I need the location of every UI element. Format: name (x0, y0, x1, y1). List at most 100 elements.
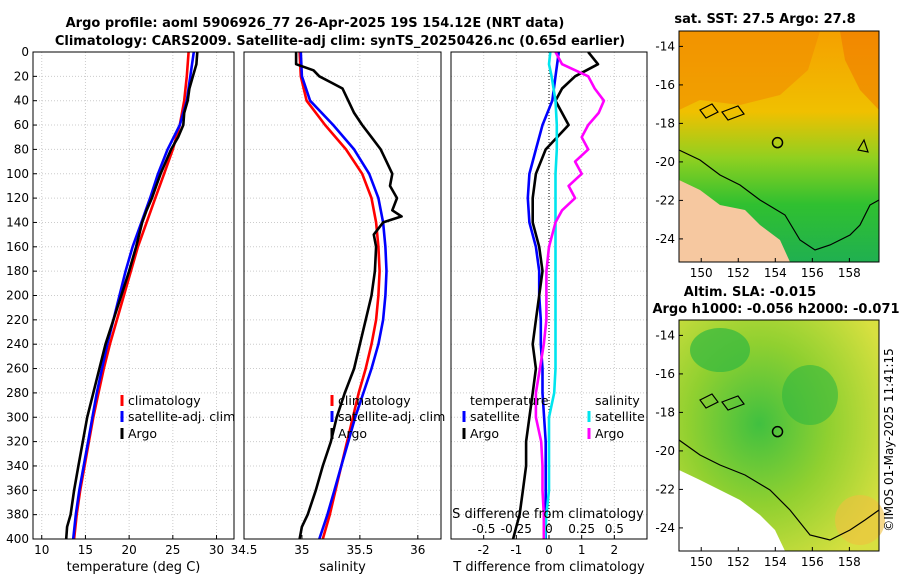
x-tick-label: 35.5 (347, 543, 374, 557)
sst-reef-east (857, 138, 869, 153)
x-axis-label: T difference from climatology (452, 560, 645, 575)
map-lon-label: 158 (838, 555, 861, 569)
y-tick-label: 120 (6, 191, 29, 205)
x-axis-label: salinity (319, 560, 366, 575)
s-diff-tick-label: 0 (545, 522, 553, 536)
y-tick-label: 200 (6, 289, 29, 303)
x-tick-label: 25 (165, 543, 180, 557)
y-tick-label: 40 (14, 94, 29, 108)
y-tick-label: 100 (6, 167, 29, 181)
y-tick-label: 260 (6, 362, 29, 376)
difference-panel: -2 -1 0 1 2 T difference from climatology (450, 51, 648, 575)
legend-label-climatology: climatology (338, 393, 411, 408)
map-lon-label: 156 (801, 555, 824, 569)
legend-label-s-argo: Argo (595, 426, 624, 441)
sla-argo-marker (771, 425, 784, 438)
legend-label-argo: Argo (338, 426, 367, 441)
legend-label-s-satellite: satellite (595, 409, 645, 424)
legend-label-satellite: satellite-adj. clim (128, 409, 235, 424)
sla-islands (699, 393, 745, 411)
y-tick-label: 340 (6, 459, 29, 473)
x-tick-label: 34.5 (231, 543, 258, 557)
y-tick-label: 20 (14, 69, 29, 83)
x-tick-label: 0 (545, 543, 553, 557)
map-lat-label: -16 (655, 367, 675, 381)
map-lon-label: 154 (764, 555, 787, 569)
sla-land (679, 470, 785, 551)
figure-title-line1: Argo profile: aoml 5906926_77 26-Apr-202… (66, 16, 565, 31)
map-lon-label: 152 (727, 266, 750, 280)
sla-map: Altim. SLA: -0.015 Argo h1000: -0.056 h2… (652, 285, 899, 569)
sla-high (835, 495, 885, 545)
sla-title-line1: Altim. SLA: -0.015 (684, 285, 816, 300)
y-tick-label: 380 (6, 508, 29, 522)
map-lat-label: -18 (655, 405, 675, 419)
legend-header-temperature: temperature (470, 393, 549, 408)
y-tick-label: 300 (6, 410, 29, 424)
s-difference-label: S difference from climatology (452, 507, 644, 522)
map-lat-label: -16 (655, 78, 675, 92)
y-tick-label: 80 (14, 142, 29, 156)
map-lat-label: -24 (655, 521, 675, 535)
series-line-t-argo (511, 52, 600, 539)
series-line-argo (64, 52, 199, 539)
sla-low (690, 328, 750, 372)
y-tick-label: 60 (14, 118, 29, 132)
series-line-s-satellite (543, 52, 559, 539)
x-tick-label: 15 (78, 543, 93, 557)
y-tick-label: 400 (6, 532, 29, 546)
figure-title-line2: Climatology: CARS2009. Satellite-adj cli… (55, 34, 625, 49)
map-lat-label: -20 (655, 155, 675, 169)
y-tick-label: 180 (6, 264, 29, 278)
map-lon-label: 158 (838, 266, 861, 280)
temperature-legend: climatology satellite-adj. clim Argo (120, 393, 235, 441)
sst-reef-outline (678, 149, 880, 251)
sst-warm-patch-east (840, 31, 879, 110)
x-tick-label: 30 (209, 543, 224, 557)
sla-map-ticks: 150 152 154 156 158 -14 -16 -18 -20 -22 -24 (655, 328, 860, 569)
map-lat-label: -20 (655, 444, 675, 458)
legend-label-t-satellite: satellite (470, 409, 520, 424)
series-line-s-argo (534, 52, 606, 539)
series-group (64, 52, 199, 539)
x-tick-label: -1 (510, 543, 522, 557)
legend-label-argo: Argo (128, 426, 157, 441)
series-line-satellite-adj-clim (71, 52, 196, 539)
map-lon-label: 150 (690, 266, 713, 280)
map-lat-label: -22 (655, 482, 675, 496)
legend-label-satellite: satellite-adj. clim (338, 409, 445, 424)
sst-islands (699, 103, 745, 121)
series-group (511, 52, 606, 539)
s-difference-ticks: -0.5 -0.25 0 0.25 0.5 (472, 522, 624, 536)
map-lat-label: -22 (655, 193, 675, 207)
sla-map-frame (678, 319, 880, 552)
x-tick-label: 20 (121, 543, 136, 557)
map-lat-label: -18 (655, 116, 675, 130)
x-tick-label: 35 (294, 543, 309, 557)
x-tick-label: 2 (611, 543, 619, 557)
sla-title-line2: Argo h1000: -0.056 h2000: -0.071 (652, 302, 899, 317)
s-diff-tick-label: 0.5 (605, 522, 624, 536)
salinity-legend: climatology satellite-adj. clim Argo (330, 393, 445, 441)
legend-header-salinity: salinity (595, 393, 640, 408)
map-lat-label: -14 (655, 39, 675, 53)
difference-legend: temperature salinity satellite Argo sate… (462, 393, 645, 441)
series-line-satellite-adj-clim (299, 52, 388, 539)
y-tick-label: 220 (6, 313, 29, 327)
map-lon-label: 152 (727, 555, 750, 569)
y-tick-label: 280 (6, 386, 29, 400)
sst-map: sat. SST: 27.5 Argo: 27.8 150 152 154 156 15… (655, 12, 880, 280)
x-tick-label: 1 (578, 543, 586, 557)
sst-map-ticks: 150 152 154 156 158 -14 -16 -18 -20 -22 -24 (655, 39, 860, 280)
sst-map-frame (678, 30, 880, 263)
y-tick-label: 160 (6, 240, 29, 254)
y-tick-label: 240 (6, 337, 29, 351)
y-tick-label: 320 (6, 435, 29, 449)
map-lon-label: 150 (690, 555, 713, 569)
s-diff-tick-label: 0.25 (568, 522, 595, 536)
s-diff-tick-label: -0.5 (472, 522, 495, 536)
axes-frame (243, 51, 442, 540)
map-lon-label: 154 (764, 266, 787, 280)
x-tick-label: 36 (410, 543, 425, 557)
map-lat-label: -14 (655, 328, 675, 342)
